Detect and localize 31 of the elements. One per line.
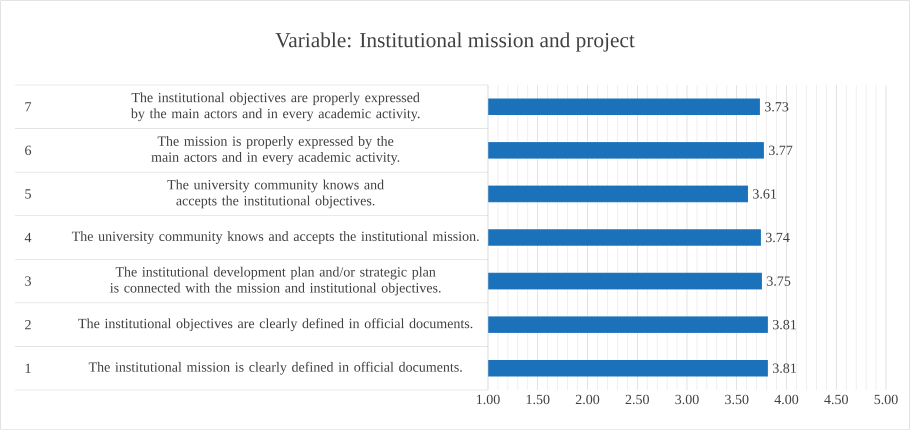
data-label: 3.75: [767, 276, 790, 286]
text: 6: [25, 146, 32, 156]
y-tick-label: The institutional objectives are clearly defined in official documents.: [78, 318, 472, 332]
x-tick-label: 4.00: [774, 394, 798, 404]
y-tick-label: The mission is properly expressed by the main actors and in every academic activity.: [151, 136, 400, 165]
y-tick-label: The institutional mission is clearly defined in official documents.: [88, 362, 462, 375]
text: 2: [25, 320, 31, 330]
text: 4: [24, 232, 32, 242]
x-tick-label: 5.00: [874, 394, 898, 404]
x-tick-label: 1.00: [476, 394, 500, 404]
y-tick-label: The institutional development plan and/or strategic plan is connected with the mission and institutional objectives.: [110, 266, 441, 296]
text: 5: [25, 189, 31, 199]
x-tick-label: 2.50: [626, 394, 649, 404]
x-tick-label: 3.00: [675, 394, 699, 404]
text: 1: [26, 364, 31, 373]
x-tick-label: 4.50: [824, 394, 848, 404]
text: 7: [25, 102, 32, 112]
x-tick-label: 3.50: [725, 394, 748, 404]
chart-title: Variable: Institutional mission and project: [275, 32, 635, 52]
y-tick-label: The university community knows and accepts the institutional objectives.: [167, 180, 384, 208]
y-tick-label: The institutional objectives are properly expressed by the main actors and in every academic activity.: [130, 92, 420, 122]
text: 3: [25, 276, 31, 286]
data-label: 3.81: [772, 363, 796, 373]
y-tick-label: The university community knows and accepts the institutional mission.: [72, 231, 479, 244]
x-tick-label: 1.50: [526, 394, 550, 404]
data-label: 3.81: [772, 320, 796, 330]
data-label: 3.73: [765, 102, 788, 112]
x-tick-label: 2.00: [576, 394, 600, 404]
data-label: 3.74: [766, 232, 790, 242]
data-label: 3.61: [753, 189, 776, 199]
data-label: 3.77: [768, 146, 792, 156]
